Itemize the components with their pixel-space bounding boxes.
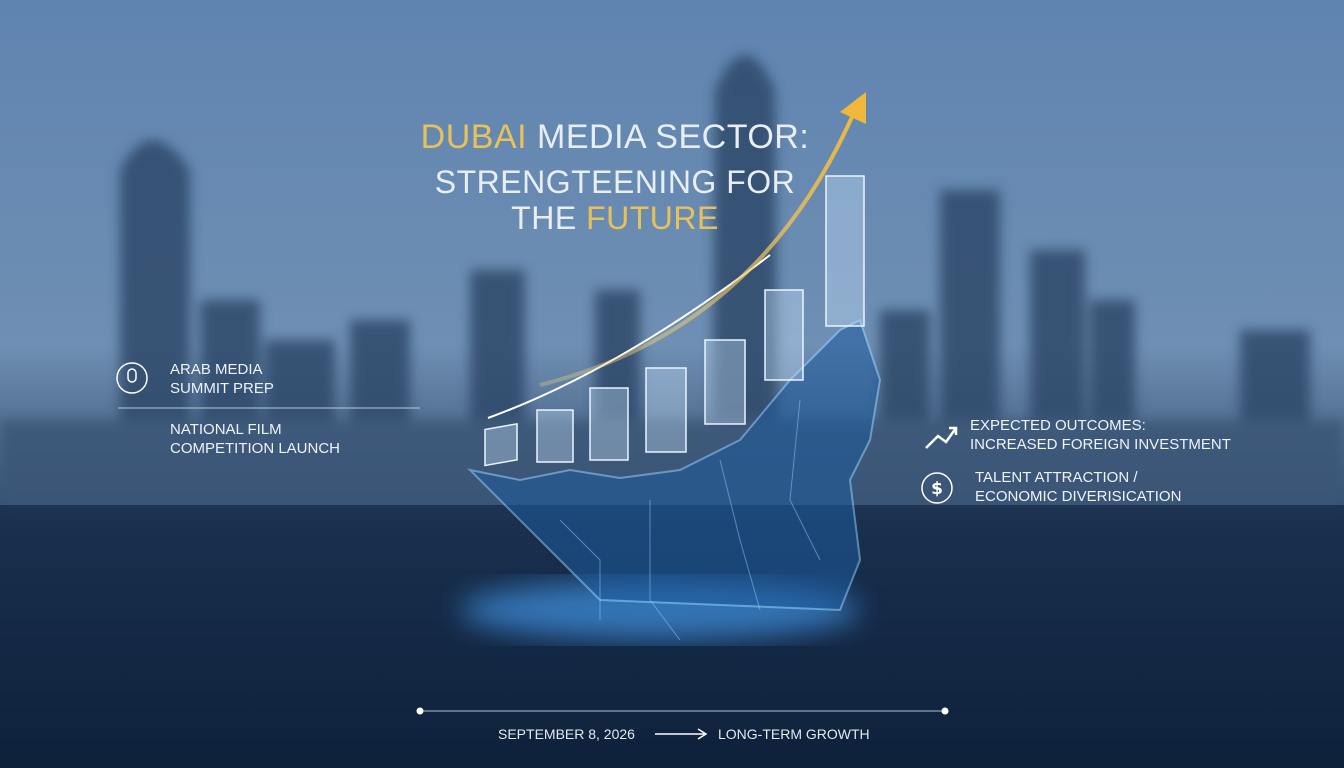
timeline-end: LONG-TERM GROWTH: [718, 726, 870, 742]
title-line1: DUBAI MEDIA SECTOR:: [380, 118, 850, 157]
item-line: INCREASED FOREIGN INVESTMENT: [970, 436, 1231, 453]
skyline: [0, 55, 1344, 510]
dollar-icon: [921, 472, 953, 504]
title-text: THE: [511, 200, 577, 236]
dollar-sign: $: [931, 479, 943, 499]
right-item: EXPECTED OUTCOMES: INCREASED FOREIGN INVE…: [970, 416, 1231, 454]
item-line: SUMMIT PREP: [170, 380, 274, 397]
map: [466, 318, 882, 612]
arrow-head: [840, 92, 866, 124]
item-line: EXPECTED OUTCOMES:: [970, 417, 1146, 434]
timeline-arrow: [655, 728, 708, 740]
item-line: NATIONAL FILM: [170, 421, 282, 438]
left-item: NATIONAL FILM COMPETITION LAUNCH: [170, 420, 340, 458]
item-line: ECONOMIC DIVERISICATION: [975, 488, 1182, 505]
mic-icon-body: [127, 368, 137, 383]
timeline-dot: [416, 707, 424, 715]
title-line2: STRENGTEENING FOR: [434, 164, 796, 200]
item-line: TALENT ATTRACTION /: [975, 469, 1138, 486]
left-item: ARAB MEDIA SUMMIT PREP: [170, 360, 274, 398]
title-text: MEDIA SECTOR:: [537, 118, 810, 156]
title-accent: DUBAI: [420, 118, 528, 156]
timeline-start: SEPTEMBER 8, 2026: [498, 726, 635, 742]
mic-icon: [116, 362, 148, 394]
bar-panels: [484, 175, 865, 467]
trend-line: [487, 254, 771, 419]
trend-arrow: [539, 109, 857, 387]
item-line: ARAB MEDIA: [170, 361, 263, 378]
right-item: TALENT ATTRACTION / ECONOMIC DIVERISICATI…: [975, 468, 1181, 506]
circuit-lines: [559, 399, 821, 641]
title-line3: THE FUTURE: [380, 200, 850, 237]
growth-icon: [925, 426, 958, 449]
item-line: COMPETITION LAUNCH: [170, 440, 341, 457]
title-accent: FUTURE: [586, 200, 719, 236]
timeline-dot: [941, 707, 949, 715]
